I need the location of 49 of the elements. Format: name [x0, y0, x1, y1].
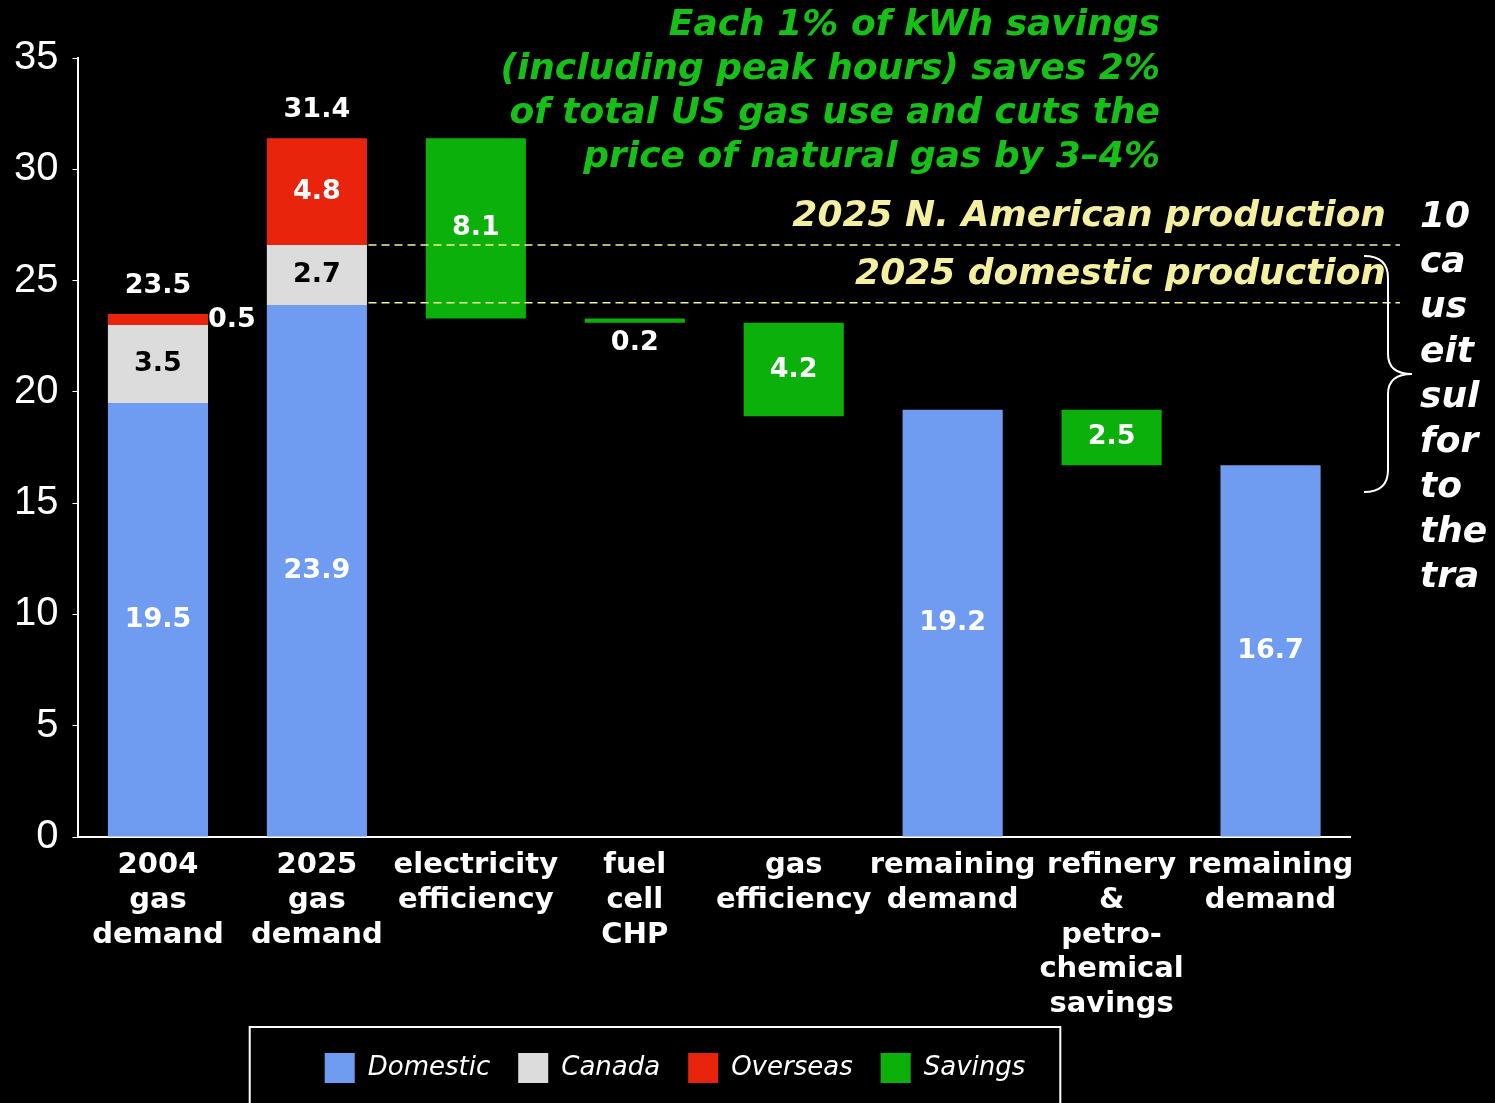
y-tick-label: 20	[13, 366, 59, 411]
y-tick-label: 35	[13, 33, 59, 78]
data-label: 3.5	[134, 346, 182, 378]
x-tick-label: gas efficiency	[715, 845, 872, 915]
legend-label: Canada	[561, 1050, 661, 1081]
data-label: 0.2	[610, 324, 659, 356]
bar	[1061, 409, 1162, 466]
data-label: 19.2	[919, 605, 986, 637]
bar	[107, 402, 209, 837]
data-label: 2.5	[1087, 419, 1136, 451]
data-label: 19.5	[124, 602, 192, 634]
data-label: 0.5	[208, 301, 256, 333]
bar	[107, 325, 209, 403]
total-label: 23.5	[124, 267, 192, 299]
bar	[266, 138, 367, 245]
total-label: 31.4	[283, 92, 351, 124]
bar	[266, 305, 367, 837]
ref-line-label: 2025 domestic production	[855, 251, 1386, 293]
x-tick-label: refinery & petro-chemical savings	[1039, 845, 1184, 1020]
bar	[902, 409, 1003, 837]
y-tick-label: 15	[13, 478, 59, 523]
bar	[266, 244, 367, 306]
legend-label: Overseas	[731, 1050, 853, 1081]
ref-line-label: 2025 N. American production	[792, 193, 1386, 235]
y-tick-label: 5	[36, 700, 59, 745]
x-tick-label: 2025 gas demand	[251, 845, 383, 950]
legend-label: Savings	[923, 1050, 1026, 1081]
y-tick-label: 30	[13, 144, 59, 189]
data-label: 4.2	[769, 351, 818, 383]
data-label: 2.7	[292, 257, 341, 289]
x-tick-label: electricity efficiency	[393, 845, 559, 915]
bar	[743, 322, 844, 417]
bar	[584, 318, 685, 323]
data-label: 4.8	[292, 173, 341, 205]
y-tick-label: 0	[36, 812, 59, 857]
y-tick-label: 10	[13, 589, 59, 634]
data-label: 16.7	[1237, 633, 1304, 665]
x-tick-label: remaining demand	[1187, 845, 1354, 915]
x-tick-label: fuel cell CHP	[601, 845, 669, 950]
text: 10 ca us eit sul for to the tra	[1420, 194, 1488, 596]
annotation: Each 1% of kWh savings (including peak hours) saves 2% of total US gas use and cuts the price of natural gas by 3–4%	[500, 2, 1160, 176]
data-label: 8.1	[451, 210, 500, 242]
y-tick-label: 25	[13, 255, 59, 300]
bar	[107, 313, 209, 326]
bar	[425, 138, 526, 319]
bar	[1220, 465, 1321, 837]
legend-label: Domestic	[367, 1050, 491, 1081]
data-label: 23.9	[283, 553, 351, 585]
x-tick-label: 2004 gas demand	[92, 845, 224, 950]
